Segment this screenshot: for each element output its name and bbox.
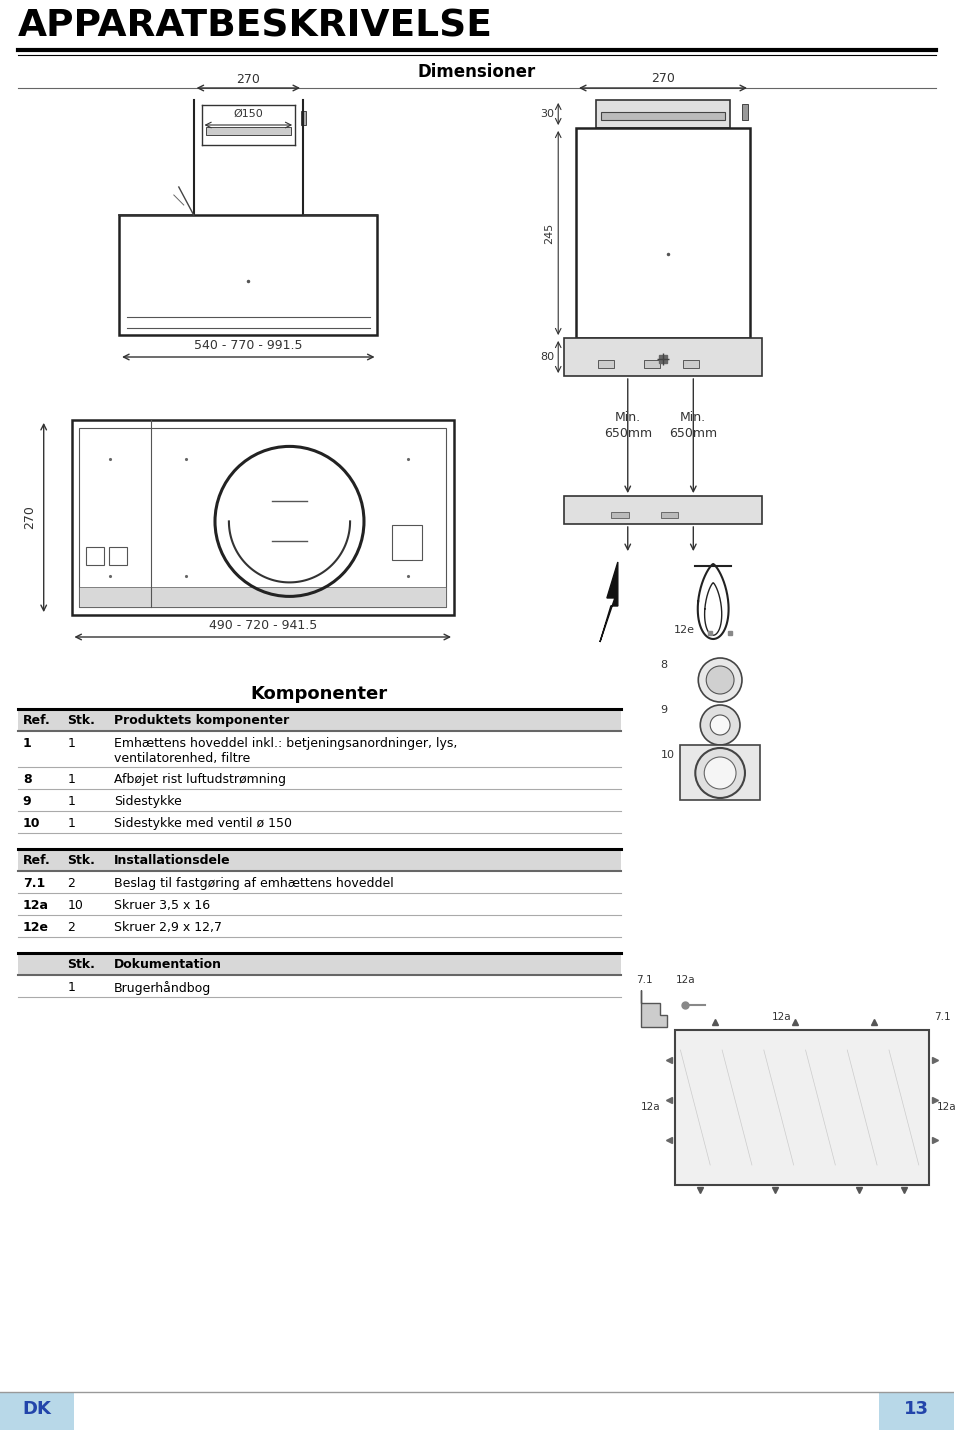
Bar xyxy=(598,360,613,368)
Bar xyxy=(601,112,725,120)
Text: Skruer 3,5 x 16: Skruer 3,5 x 16 xyxy=(114,899,210,912)
Circle shape xyxy=(695,748,745,798)
Text: Produktets komponenter: Produktets komponenter xyxy=(114,714,290,726)
Bar xyxy=(660,512,679,518)
Text: 270: 270 xyxy=(236,73,260,86)
Circle shape xyxy=(700,705,740,745)
Circle shape xyxy=(707,666,734,694)
Bar xyxy=(18,709,621,731)
Text: Ref.: Ref. xyxy=(23,854,51,867)
Bar xyxy=(18,849,621,871)
Text: 80: 80 xyxy=(540,352,554,362)
Text: 12e: 12e xyxy=(23,921,49,934)
Text: 12a: 12a xyxy=(23,899,49,912)
Text: 12a: 12a xyxy=(772,1012,792,1022)
Text: 12a: 12a xyxy=(640,1103,660,1113)
Text: 1: 1 xyxy=(67,817,76,829)
Text: Min.: Min. xyxy=(614,410,641,425)
Text: Stk.: Stk. xyxy=(67,714,95,726)
Text: Installationsdele: Installationsdele xyxy=(114,854,230,867)
Bar xyxy=(596,100,730,129)
Text: 1: 1 xyxy=(23,736,32,749)
Text: 1: 1 xyxy=(67,981,76,994)
Bar xyxy=(119,214,377,335)
Bar xyxy=(301,112,306,124)
Text: 270: 270 xyxy=(23,506,36,529)
Text: 12a: 12a xyxy=(676,975,695,985)
Bar xyxy=(676,1030,928,1185)
Polygon shape xyxy=(640,990,667,1027)
Bar xyxy=(18,952,621,975)
Bar xyxy=(643,360,660,368)
Circle shape xyxy=(698,658,742,702)
Text: ventilatorenhed, filtre: ventilatorenhed, filtre xyxy=(114,752,251,765)
Bar xyxy=(564,496,762,523)
Text: 540 - 770 - 991.5: 540 - 770 - 991.5 xyxy=(194,339,302,352)
Text: 245: 245 xyxy=(544,223,554,243)
Text: Dimensioner: Dimensioner xyxy=(418,63,536,82)
Bar xyxy=(393,525,422,561)
Text: 8: 8 xyxy=(23,774,32,786)
Bar xyxy=(86,548,105,565)
Bar xyxy=(879,1391,953,1430)
Text: Ref.: Ref. xyxy=(23,714,51,726)
Text: 10: 10 xyxy=(23,817,40,829)
Text: 270: 270 xyxy=(651,72,675,84)
Text: 650mm: 650mm xyxy=(604,428,652,440)
Text: 13: 13 xyxy=(904,1400,929,1419)
Text: Sidestykke: Sidestykke xyxy=(114,795,182,808)
Text: 650mm: 650mm xyxy=(669,428,717,440)
Bar xyxy=(684,360,699,368)
Text: 1: 1 xyxy=(67,795,76,808)
Text: Emhættens hoveddel inkl.: betjeningsanordninger, lys,: Emhættens hoveddel inkl.: betjeningsanor… xyxy=(114,736,458,749)
Text: 10: 10 xyxy=(67,899,84,912)
Bar xyxy=(0,1391,75,1430)
Text: Stk.: Stk. xyxy=(67,854,95,867)
Text: APPARATBESKRIVELSE: APPARATBESKRIVELSE xyxy=(18,9,492,44)
Bar xyxy=(576,129,750,337)
Text: Afbøjet rist luftudstrømning: Afbøjet rist luftudstrømning xyxy=(114,774,286,786)
Text: 9: 9 xyxy=(23,795,32,808)
Text: Stk.: Stk. xyxy=(67,958,95,971)
Bar xyxy=(80,586,446,606)
Text: 1: 1 xyxy=(67,736,76,749)
Bar xyxy=(80,428,446,606)
Text: 490 - 720 - 941.5: 490 - 720 - 941.5 xyxy=(208,619,317,632)
Text: 12e: 12e xyxy=(674,625,694,635)
Text: Ø150: Ø150 xyxy=(233,109,263,119)
Text: DK: DK xyxy=(22,1400,51,1419)
Text: Min.: Min. xyxy=(681,410,707,425)
Text: 2: 2 xyxy=(67,877,76,889)
Text: 1: 1 xyxy=(67,774,76,786)
Bar xyxy=(742,104,748,120)
Bar xyxy=(681,745,760,799)
Bar xyxy=(109,548,127,565)
Text: 10: 10 xyxy=(660,749,675,759)
Text: 7.1: 7.1 xyxy=(23,877,45,889)
Text: Brugerhåndbog: Brugerhåndbog xyxy=(114,981,211,995)
Circle shape xyxy=(710,715,730,735)
Text: 9: 9 xyxy=(660,705,667,715)
Circle shape xyxy=(705,756,736,789)
Text: 12a: 12a xyxy=(937,1103,956,1113)
Text: Dokumentation: Dokumentation xyxy=(114,958,222,971)
Text: 7.1: 7.1 xyxy=(934,1012,950,1022)
Text: 30: 30 xyxy=(540,109,554,119)
Bar xyxy=(205,127,291,134)
Text: 2: 2 xyxy=(67,921,76,934)
Text: 8: 8 xyxy=(660,661,667,671)
Text: 7.1: 7.1 xyxy=(636,975,653,985)
Bar xyxy=(611,512,629,518)
Bar xyxy=(71,420,454,615)
Polygon shape xyxy=(600,562,618,642)
Text: Komponenter: Komponenter xyxy=(251,685,388,704)
Text: Sidestykke med ventil ø 150: Sidestykke med ventil ø 150 xyxy=(114,817,292,829)
Text: Skruer 2,9 x 12,7: Skruer 2,9 x 12,7 xyxy=(114,921,222,934)
Text: Beslag til fastgøring af emhættens hoveddel: Beslag til fastgøring af emhættens hoved… xyxy=(114,877,394,889)
Bar xyxy=(564,337,762,376)
